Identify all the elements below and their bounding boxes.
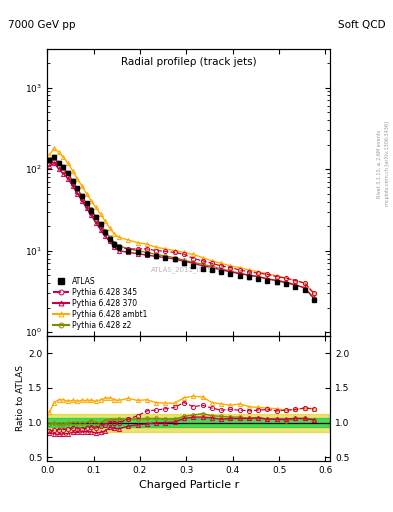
Text: Rivet 3.1.10, ≥ 2.6M events: Rivet 3.1.10, ≥ 2.6M events (377, 130, 382, 198)
X-axis label: Charged Particle r: Charged Particle r (138, 480, 239, 490)
Legend: ATLAS, Pythia 6.428 345, Pythia 6.428 370, Pythia 6.428 ambt1, Pythia 6.428 z2: ATLAS, Pythia 6.428 345, Pythia 6.428 37… (51, 275, 149, 332)
Text: ATLAS_2011_I919017: ATLAS_2011_I919017 (151, 266, 226, 273)
Text: Soft QCD: Soft QCD (338, 20, 385, 31)
Y-axis label: Ratio to ATLAS: Ratio to ATLAS (16, 366, 25, 431)
Text: Radial profileρ (track jets): Radial profileρ (track jets) (121, 57, 257, 67)
Text: mcplots.cern.ch [arXiv:1306.3436]: mcplots.cern.ch [arXiv:1306.3436] (385, 121, 389, 206)
Text: 7000 GeV pp: 7000 GeV pp (8, 20, 75, 31)
